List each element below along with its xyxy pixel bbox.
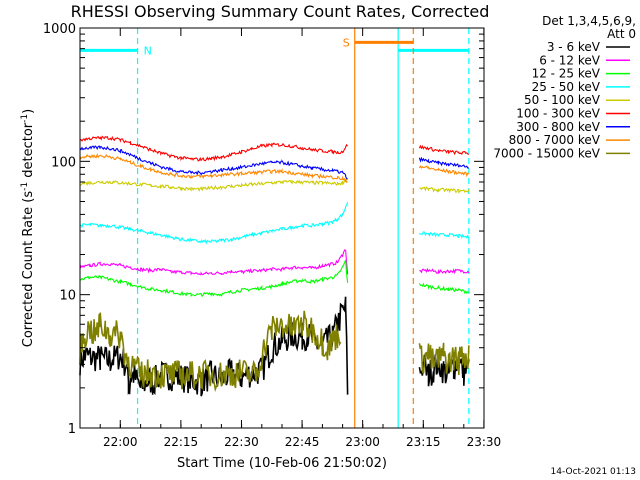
x-tick-label-3: 22:45 xyxy=(285,435,320,449)
legend-label-7: 800 - 7000 keV xyxy=(509,133,601,147)
y-tick-label-1: 10 xyxy=(59,289,76,304)
legend-label-8: 7000 - 15000 keV xyxy=(493,146,600,160)
y-tick-label-3: 1000 xyxy=(43,22,76,37)
series-line-8-seg-0 xyxy=(79,310,342,393)
series-line-0-seg-0 xyxy=(79,296,349,397)
legend-label-0: 3 - 6 keV xyxy=(547,40,601,54)
series-layer xyxy=(79,135,470,397)
legend-header-attenuator: Att 0 xyxy=(607,27,636,41)
x-tick-label-0: 22:00 xyxy=(103,435,138,449)
legend-label-4: 50 - 100 keV xyxy=(524,93,601,107)
flag-label-2: S xyxy=(343,36,350,49)
plot-frame xyxy=(79,27,485,429)
series-line-7-seg-1 xyxy=(418,165,470,178)
series-line-2-seg-0 xyxy=(79,259,349,298)
y-tick-label-0: 1 xyxy=(68,422,76,437)
series-line-4-seg-0 xyxy=(79,178,348,192)
series-line-7-seg-0 xyxy=(79,152,348,183)
legend-label-6: 300 - 800 keV xyxy=(516,120,600,134)
series-line-0-seg-1 xyxy=(418,349,470,387)
x-tick-label-1: 22:15 xyxy=(164,435,199,449)
footer-timestamp: 14-Oct-2021 01:13 xyxy=(551,467,636,477)
legend-label-5: 100 - 300 keV xyxy=(516,107,600,121)
series-line-2-seg-1 xyxy=(418,282,470,295)
series-line-8-seg-1 xyxy=(418,342,470,376)
series-line-3-seg-0 xyxy=(79,201,349,245)
legend-label-2: 12 - 25 keV xyxy=(532,67,601,81)
series-line-6-seg-0 xyxy=(79,145,348,180)
x-tick-label-4: 23:00 xyxy=(345,435,380,449)
x-axis-label: Start Time (10-Feb-06 21:50:02) xyxy=(177,456,387,471)
series-line-5-seg-0 xyxy=(79,135,349,162)
y-tick-label-2: 100 xyxy=(51,155,76,170)
series-line-1-seg-1 xyxy=(419,267,470,275)
x-tick-label-5: 23:15 xyxy=(406,435,441,449)
series-line-6-seg-1 xyxy=(418,156,469,169)
legend-label-3: 25 - 50 keV xyxy=(532,80,601,94)
series-line-5-seg-1 xyxy=(418,144,470,156)
flag-label-0: N xyxy=(144,44,152,57)
chart-title: RHESSI Observing Summary Count Rates, Co… xyxy=(71,2,490,21)
series-line-3-seg-1 xyxy=(419,231,470,239)
legend-header-detectors: Det 1,3,4,5,6,9, xyxy=(542,14,636,28)
x-tick-label-2: 22:30 xyxy=(224,435,259,449)
y-axis-label: Corrected Count Rate (s-1 detector-1) xyxy=(20,109,36,347)
legend-label-1: 6 - 12 keV xyxy=(539,53,601,67)
series-line-1-seg-0 xyxy=(79,249,349,276)
series-line-4-seg-1 xyxy=(419,186,470,194)
x-tick-label-6: 23:30 xyxy=(467,435,502,449)
